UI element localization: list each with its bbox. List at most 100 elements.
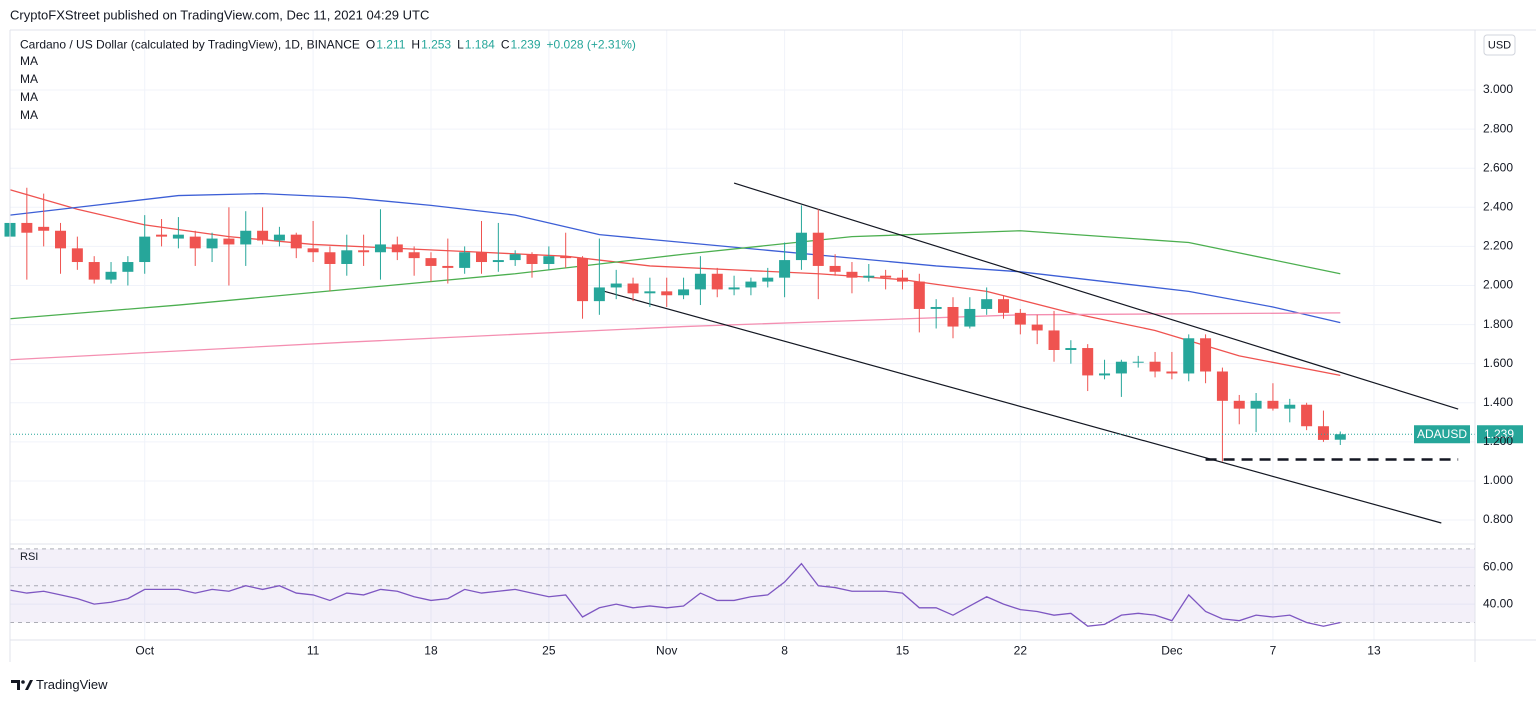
- currency-box[interactable]: [1483, 34, 1516, 56]
- candle-body: [795, 232, 807, 261]
- x-tick-label: 18: [424, 644, 438, 658]
- y-tick-label: 2.600: [1483, 160, 1513, 174]
- candle-body: [1267, 400, 1279, 409]
- rsi-band: [10, 548, 1475, 623]
- rsi-line: [9, 562, 1341, 627]
- candle-body: [694, 273, 706, 290]
- candle-body: [1183, 338, 1195, 374]
- legend-label: MA: [20, 108, 38, 122]
- overlay-layer: ADAUSD 1.239: [10, 425, 1523, 444]
- candle-body: [610, 283, 622, 288]
- candle-body: [964, 308, 976, 327]
- candle-body: [88, 262, 100, 280]
- grid-layer: [10, 30, 1475, 640]
- candle-body: [374, 244, 386, 253]
- candle-body: [71, 248, 83, 263]
- candle-body: [1115, 361, 1127, 374]
- y-tick-label: 2.400: [1483, 199, 1513, 213]
- candle-body: [425, 258, 437, 266]
- candle-body: [1250, 400, 1262, 409]
- trendline: [599, 289, 1442, 524]
- y-tick-label: 1.800: [1483, 317, 1513, 331]
- ohlc-value: 1.211: [376, 38, 405, 52]
- symbol-label: ADAUSD: [1417, 427, 1467, 441]
- rsi-background-layer: [10, 548, 1475, 624]
- y-tick-label: 1.400: [1483, 395, 1513, 409]
- candle-body: [711, 273, 723, 290]
- candle-body: [1233, 400, 1245, 409]
- trendline: [733, 182, 1459, 410]
- candle-body: [930, 306, 942, 309]
- moving-average-line: [9, 192, 1341, 324]
- candle-body: [1065, 348, 1077, 350]
- candle-body: [459, 252, 471, 268]
- x-tick-label: 22: [1014, 644, 1028, 658]
- candle-body: [543, 256, 555, 264]
- legend-label: MA: [20, 72, 38, 86]
- candle-body: [156, 234, 168, 237]
- x-tick-label: 15: [896, 644, 910, 658]
- candle-body: [812, 232, 824, 266]
- candle-body: [526, 254, 538, 264]
- candle-body: [206, 238, 218, 249]
- logo-dot: [21, 680, 25, 684]
- candle-body: [1317, 426, 1329, 440]
- published-line: CryptoFXStreet published on TradingView.…: [10, 7, 429, 22]
- candle-body: [1166, 371, 1178, 374]
- candle-body: [307, 248, 319, 253]
- candle-body: [728, 287, 740, 290]
- candle-body: [240, 230, 252, 245]
- y-tick-label: 0.800: [1483, 512, 1513, 526]
- moving-average-line: [9, 230, 1341, 320]
- price-badge: [1477, 425, 1523, 444]
- x-tick-label: Nov: [656, 644, 677, 658]
- candle-body: [829, 265, 841, 272]
- candle-body: [896, 277, 908, 282]
- candle-body: [55, 230, 67, 249]
- candle-body: [1014, 312, 1026, 325]
- candle-body: [1132, 361, 1144, 363]
- rsi-tick-label: 40.00: [1483, 596, 1513, 610]
- change-label: +0.028 (+2.31%): [547, 38, 636, 52]
- legend-title: Cardano / US Dollar (calculated by Tradi…: [20, 38, 360, 52]
- candle-body: [273, 234, 285, 241]
- candle-body: [779, 260, 791, 278]
- candle-body: [257, 230, 269, 241]
- candle-body: [475, 252, 487, 263]
- candle-body: [863, 275, 875, 278]
- candle-body: [509, 254, 521, 261]
- candle-body: [1149, 361, 1161, 372]
- y-tick-label: 1.600: [1483, 356, 1513, 370]
- y-tick-label: 1.200: [1483, 434, 1513, 448]
- candle-body: [880, 275, 892, 278]
- y-tick-label: 2.800: [1483, 121, 1513, 135]
- symbol-badge: [1414, 425, 1470, 444]
- currency-label[interactable]: USD: [1488, 39, 1511, 51]
- y-tick-label: 1.000: [1483, 473, 1513, 487]
- label-layer: CryptoFXStreet published on TradingView.…: [10, 7, 1516, 692]
- ohlc-value: 1.184: [465, 38, 495, 52]
- candle-body: [1048, 330, 1060, 350]
- candle-body: [21, 222, 33, 233]
- x-tick-label: Dec: [1161, 644, 1182, 658]
- ohlc-letter: C: [501, 38, 510, 52]
- line-layer: [9, 182, 1459, 627]
- candle-body: [341, 250, 353, 264]
- candle-body: [172, 234, 184, 239]
- candle-body: [122, 262, 134, 272]
- candle-body: [139, 236, 151, 263]
- candle-body: [913, 281, 925, 309]
- rsi-title: RSI: [20, 551, 38, 563]
- candle-body: [1284, 404, 1296, 409]
- y-tick-label: 3.000: [1483, 82, 1513, 96]
- candle-body: [644, 291, 656, 294]
- candle-body: [846, 271, 858, 278]
- legend-label: MA: [20, 54, 38, 68]
- candle-body: [1099, 373, 1111, 376]
- candle-body: [577, 258, 589, 302]
- candle-body: [408, 252, 420, 259]
- candle-body: [762, 277, 774, 282]
